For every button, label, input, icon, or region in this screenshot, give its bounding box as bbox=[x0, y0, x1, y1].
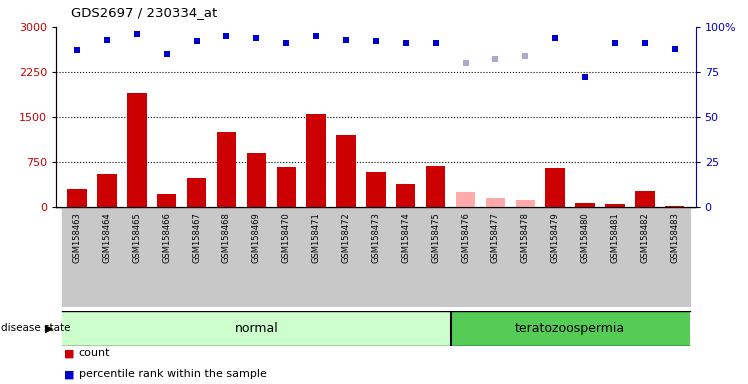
Text: GSM158476: GSM158476 bbox=[461, 212, 470, 263]
Bar bbox=[307, 114, 326, 207]
Bar bbox=[396, 184, 415, 207]
Text: ■: ■ bbox=[64, 369, 74, 379]
Bar bbox=[630, 207, 660, 307]
Bar bbox=[152, 207, 182, 307]
Text: GSM158471: GSM158471 bbox=[312, 212, 321, 263]
Bar bbox=[127, 93, 147, 207]
Text: GSM158474: GSM158474 bbox=[401, 212, 410, 263]
Bar bbox=[331, 207, 361, 307]
Bar bbox=[390, 207, 420, 307]
Bar bbox=[545, 168, 565, 207]
Bar bbox=[217, 132, 236, 207]
Bar bbox=[277, 167, 296, 207]
Bar bbox=[361, 207, 390, 307]
Text: GSM158468: GSM158468 bbox=[222, 212, 231, 263]
Bar bbox=[92, 207, 122, 307]
Text: GSM158469: GSM158469 bbox=[252, 212, 261, 263]
Text: GSM158477: GSM158477 bbox=[491, 212, 500, 263]
Bar bbox=[426, 166, 445, 207]
Text: normal: normal bbox=[234, 322, 278, 335]
Text: percentile rank within the sample: percentile rank within the sample bbox=[79, 369, 266, 379]
Text: ■: ■ bbox=[64, 348, 74, 358]
Bar bbox=[660, 207, 690, 307]
Bar bbox=[242, 207, 272, 307]
Bar bbox=[456, 192, 475, 207]
Bar bbox=[605, 204, 625, 207]
Bar bbox=[67, 189, 87, 207]
Text: GSM158483: GSM158483 bbox=[670, 212, 679, 263]
Text: GSM158478: GSM158478 bbox=[521, 212, 530, 263]
Text: teratozoospermia: teratozoospermia bbox=[515, 322, 625, 335]
Text: GSM158482: GSM158482 bbox=[640, 212, 649, 263]
Bar bbox=[182, 207, 212, 307]
Text: disease state: disease state bbox=[1, 323, 71, 333]
Text: count: count bbox=[79, 348, 110, 358]
Bar bbox=[187, 179, 206, 207]
Bar bbox=[337, 135, 356, 207]
Text: GSM158475: GSM158475 bbox=[431, 212, 440, 263]
Bar bbox=[665, 205, 684, 207]
Bar bbox=[62, 207, 92, 307]
Text: GSM158466: GSM158466 bbox=[162, 212, 171, 263]
Text: GSM158472: GSM158472 bbox=[342, 212, 351, 263]
Bar bbox=[157, 194, 177, 207]
Bar bbox=[515, 200, 535, 207]
Bar bbox=[510, 207, 540, 307]
Bar bbox=[247, 153, 266, 207]
Bar bbox=[420, 207, 450, 307]
Text: GSM158481: GSM158481 bbox=[610, 212, 619, 263]
Text: GDS2697 / 230334_at: GDS2697 / 230334_at bbox=[71, 6, 218, 19]
Bar bbox=[272, 207, 301, 307]
Bar bbox=[62, 311, 450, 346]
Bar bbox=[122, 207, 152, 307]
Bar bbox=[212, 207, 242, 307]
Bar bbox=[301, 207, 331, 307]
Bar bbox=[367, 172, 385, 207]
Text: GSM158479: GSM158479 bbox=[551, 212, 560, 263]
Text: GSM158463: GSM158463 bbox=[73, 212, 82, 263]
Text: GSM158467: GSM158467 bbox=[192, 212, 201, 263]
Text: GSM158480: GSM158480 bbox=[580, 212, 589, 263]
Text: GSM158470: GSM158470 bbox=[282, 212, 291, 263]
Bar bbox=[485, 198, 505, 207]
Bar bbox=[450, 311, 690, 346]
Bar bbox=[570, 207, 600, 307]
Text: GSM158464: GSM158464 bbox=[102, 212, 111, 263]
Bar bbox=[480, 207, 510, 307]
Bar bbox=[575, 202, 595, 207]
Text: GSM158465: GSM158465 bbox=[132, 212, 141, 263]
Bar bbox=[97, 174, 117, 207]
Text: ▶: ▶ bbox=[45, 323, 53, 333]
Bar bbox=[635, 191, 654, 207]
Bar bbox=[600, 207, 630, 307]
Text: GSM158473: GSM158473 bbox=[371, 212, 381, 263]
Bar bbox=[540, 207, 570, 307]
Bar bbox=[450, 207, 480, 307]
